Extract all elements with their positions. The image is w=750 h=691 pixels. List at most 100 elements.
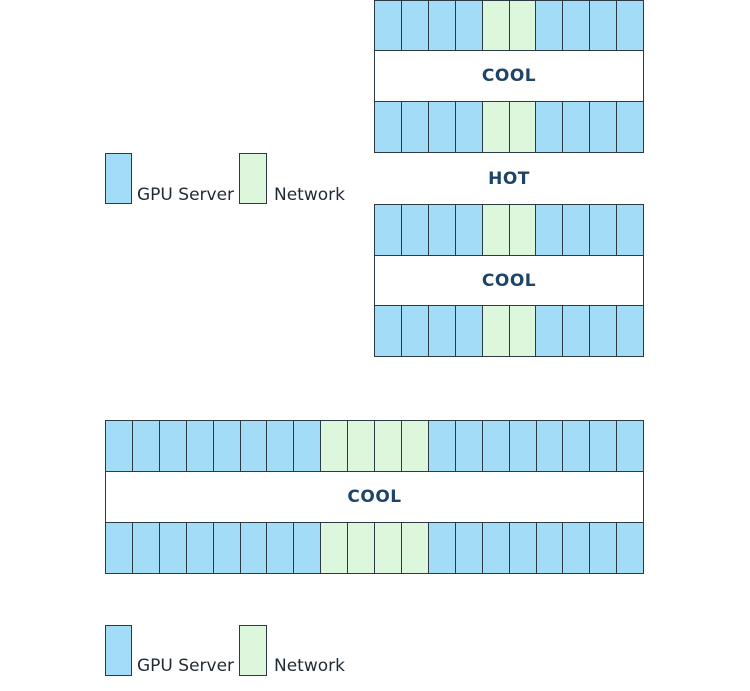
gpu-server-rack	[509, 421, 537, 471]
network-rack	[375, 523, 402, 573]
gpu-server-rack	[563, 1, 591, 50]
gpu-server-rack	[294, 421, 322, 471]
gpu-server-rack	[617, 306, 644, 356]
gpu-server-rack	[455, 421, 483, 471]
gpu-server-legend-label: GPU Server	[137, 185, 235, 205]
gpu-server-rack	[563, 102, 591, 152]
gpu-server-rack	[455, 1, 483, 50]
gpu-server-rack	[617, 421, 644, 471]
network-legend-label: Network	[274, 656, 345, 676]
gpu-server-rack	[267, 523, 295, 573]
gpu-server-rack	[509, 523, 537, 573]
gpu-server-rack	[482, 421, 510, 471]
network-rack	[348, 523, 376, 573]
cool-aisle-label: COOL	[481, 66, 537, 86]
gpu-server-rack	[482, 523, 510, 573]
small-pod-cool-aisle-2: COOL	[374, 256, 644, 305]
gpu-server-rack	[401, 306, 429, 356]
gpu-server-rack	[563, 523, 591, 573]
network-legend-swatch	[239, 625, 267, 676]
large-pod-rack-row-2	[105, 522, 644, 574]
gpu-server-rack	[240, 421, 268, 471]
small-pod-cool-aisle-1: COOL	[374, 51, 644, 101]
network-rack	[482, 102, 510, 152]
gpu-server-rack	[428, 421, 456, 471]
network-rack	[401, 523, 429, 573]
gpu-server-rack	[590, 523, 618, 573]
gpu-server-rack	[536, 523, 564, 573]
gpu-server-rack	[375, 306, 402, 356]
gpu-server-rack	[106, 421, 133, 471]
gpu-server-rack	[375, 102, 402, 152]
gpu-server-rack	[428, 523, 456, 573]
gpu-server-rack	[213, 421, 241, 471]
network-legend-swatch	[239, 153, 267, 204]
gpu-server-rack	[428, 1, 456, 50]
gpu-server-rack	[617, 102, 644, 152]
cool-aisle-label: COOL	[481, 270, 537, 291]
gpu-server-rack	[428, 102, 456, 152]
gpu-server-rack	[267, 421, 295, 471]
small-pod-rack-row-4	[374, 305, 644, 357]
cool-aisle-label: COOL	[347, 487, 402, 507]
gpu-server-rack	[428, 205, 456, 255]
gpu-server-rack	[240, 523, 268, 573]
gpu-server-rack	[536, 1, 564, 50]
network-rack	[509, 306, 537, 356]
gpu-server-rack	[590, 1, 618, 50]
network-rack	[401, 421, 429, 471]
gpu-server-rack	[294, 523, 322, 573]
network-rack	[482, 205, 510, 255]
large-pod-rack-row-1	[105, 420, 644, 472]
gpu-server-legend-swatch	[105, 625, 132, 676]
gpu-server-rack	[536, 306, 564, 356]
gpu-server-rack	[375, 1, 402, 50]
network-legend-label: Network	[274, 185, 345, 205]
network-rack	[375, 421, 402, 471]
gpu-server-rack	[536, 205, 564, 255]
network-rack	[509, 102, 537, 152]
gpu-server-rack	[590, 205, 618, 255]
large-pod-cool-aisle: COOL	[105, 472, 644, 522]
small-pod-rack-row-1	[374, 0, 644, 51]
gpu-server-rack	[563, 306, 591, 356]
network-rack	[482, 306, 510, 356]
gpu-server-rack	[563, 421, 591, 471]
gpu-server-rack	[213, 523, 241, 573]
gpu-server-rack	[159, 421, 187, 471]
small-pod-rack-row-2	[374, 101, 644, 153]
gpu-server-legend-label: GPU Server	[137, 656, 235, 676]
gpu-server-rack	[617, 205, 644, 255]
gpu-server-rack	[428, 306, 456, 356]
gpu-server-rack	[186, 523, 214, 573]
gpu-server-rack	[401, 205, 429, 255]
gpu-server-rack	[375, 205, 402, 255]
gpu-server-rack	[455, 523, 483, 573]
gpu-server-rack	[536, 102, 564, 152]
hot-aisle-label: HOT	[488, 169, 530, 189]
gpu-server-rack	[186, 421, 214, 471]
gpu-server-rack	[455, 306, 483, 356]
gpu-server-rack	[132, 523, 160, 573]
gpu-server-rack	[401, 102, 429, 152]
gpu-server-rack	[106, 523, 133, 573]
gpu-server-rack	[590, 102, 618, 152]
gpu-server-rack	[563, 205, 591, 255]
gpu-server-rack	[455, 205, 483, 255]
network-rack	[509, 205, 537, 255]
network-rack	[482, 1, 510, 50]
gpu-server-rack	[590, 421, 618, 471]
gpu-server-legend-swatch	[105, 153, 132, 204]
gpu-server-rack	[455, 102, 483, 152]
gpu-server-rack	[590, 306, 618, 356]
gpu-server-rack	[617, 1, 644, 50]
gpu-server-rack	[159, 523, 187, 573]
network-rack	[321, 421, 349, 471]
small-pod-rack-row-3	[374, 204, 644, 256]
network-rack	[348, 421, 376, 471]
gpu-server-rack	[617, 523, 644, 573]
gpu-server-rack	[536, 421, 564, 471]
network-rack	[509, 1, 537, 50]
gpu-server-rack	[132, 421, 160, 471]
network-rack	[321, 523, 349, 573]
